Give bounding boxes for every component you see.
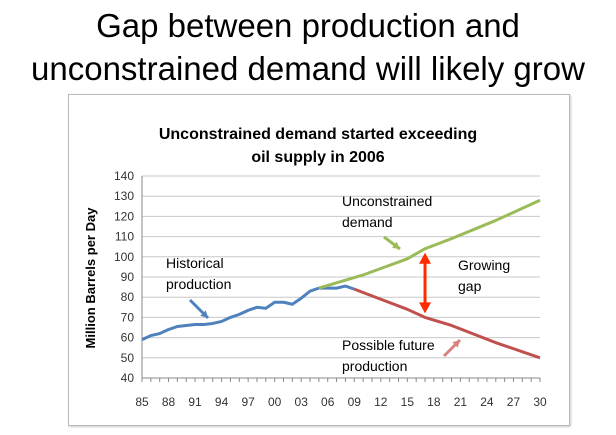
x-tick-label: 18: [427, 395, 441, 409]
x-tick-label: 94: [215, 395, 229, 409]
x-tick-label: 88: [162, 395, 176, 409]
annotation-line1: Possible future: [342, 337, 435, 353]
x-tick-label: 15: [401, 395, 415, 409]
x-tick-label: 12: [374, 395, 388, 409]
y-tick-label: 80: [121, 290, 135, 304]
y-tick-label: 60: [121, 331, 135, 345]
x-tick-label: 85: [135, 395, 149, 409]
series-line-historical: [141, 284, 355, 341]
series-line-demand: [318, 198, 541, 290]
annotation-line1: Historical: [166, 255, 224, 271]
y-tick-label: 120: [114, 209, 134, 223]
historical-pointer-arrow-icon-head: [200, 310, 208, 318]
annotation-line1: Unconstrained: [342, 193, 432, 209]
slide-title-line2: unconstrained demand will likely grow: [31, 50, 585, 87]
x-tick-label: 09: [348, 395, 362, 409]
future-pointer-arrow-icon-head: [452, 340, 460, 348]
y-tick-label: 100: [114, 250, 134, 264]
x-tick-label: 27: [507, 395, 521, 409]
y-tick-label: 40: [121, 371, 135, 385]
x-tick-label: 24: [480, 395, 494, 409]
slide-title: Gap between production and unconstrained…: [0, 4, 616, 90]
demand-pointer-arrow-icon-head: [392, 241, 400, 249]
annotation-line1: Growing: [458, 257, 510, 273]
slide-title-line1: Gap between production and: [96, 7, 520, 44]
chart-title-line2: oil supply in 2006: [251, 149, 384, 166]
series-line-future: [353, 287, 541, 360]
x-tick-label: 21: [454, 395, 468, 409]
y-tick-label: 130: [114, 189, 134, 203]
y-axis-label: Million Barrels per Day: [83, 207, 98, 349]
x-tick-label: 30: [533, 395, 547, 409]
annotation-line2: production: [342, 358, 407, 374]
y-tick-label: 110: [115, 230, 134, 244]
annotation-line2: gap: [458, 278, 482, 294]
x-tick-label: 03: [295, 395, 309, 409]
x-tick-label: 91: [188, 395, 202, 409]
chart-frame: [68, 94, 570, 426]
y-tick-label: 90: [121, 270, 135, 284]
y-tick-label: 140: [114, 169, 134, 183]
annotation-line2: production: [166, 276, 231, 292]
chart-title-line1: Unconstrained demand started exceeding: [159, 126, 477, 143]
annotation-line2: demand: [342, 214, 393, 230]
x-tick-label: 00: [268, 395, 282, 409]
gap-arrow-down-icon: [419, 302, 432, 314]
y-tick-label: 50: [121, 351, 135, 365]
y-tick-label: 70: [121, 310, 135, 324]
x-tick-label: 06: [321, 395, 335, 409]
gap-arrow-up-icon: [419, 252, 432, 264]
x-tick-label: 97: [241, 395, 255, 409]
